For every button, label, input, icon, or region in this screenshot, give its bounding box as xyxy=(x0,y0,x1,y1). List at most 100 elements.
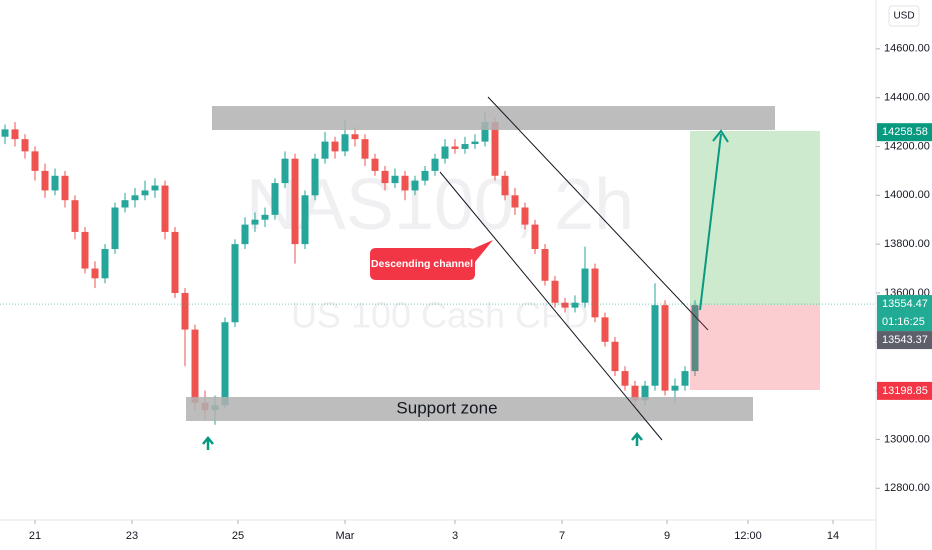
candle-body xyxy=(451,146,459,149)
target-zone xyxy=(690,131,820,305)
arrow-head xyxy=(712,129,729,143)
candle-body xyxy=(461,144,469,149)
candle-body xyxy=(271,183,279,215)
candles xyxy=(1,112,699,425)
price-marker-label: 13554.47 xyxy=(882,298,928,310)
y-tick-label: 13800.00 xyxy=(884,238,930,250)
y-tick-label: 12800.00 xyxy=(884,482,930,494)
candle-body xyxy=(141,190,149,196)
candle-body xyxy=(71,200,79,232)
candle-body xyxy=(301,195,309,245)
x-tick-label: 23 xyxy=(126,530,138,542)
candle-body xyxy=(131,195,139,201)
candle-body xyxy=(621,371,629,386)
candle-body xyxy=(431,158,439,171)
candle-body xyxy=(11,129,19,140)
channel-upper xyxy=(487,96,709,331)
candle-body xyxy=(101,249,109,279)
x-tick-label: 25 xyxy=(232,530,244,542)
candle-body xyxy=(441,146,449,159)
candle-body xyxy=(481,122,489,142)
x-tick-label: 12:00 xyxy=(734,530,762,542)
candle-body xyxy=(311,158,319,196)
x-tick-label: 7 xyxy=(559,530,565,542)
price-markers: 14258.58 13554.47 01:16:25 13543.37 13198.85 xyxy=(0,123,932,400)
candle-body xyxy=(121,200,129,208)
candle-body xyxy=(411,180,419,191)
candle-body xyxy=(381,170,389,184)
candle-body xyxy=(191,329,199,403)
candle-body xyxy=(641,385,649,401)
x-tick-label: 21 xyxy=(29,530,41,542)
candle-body xyxy=(661,305,669,391)
candle-body xyxy=(681,371,689,386)
candle-body xyxy=(551,280,559,303)
candle-body xyxy=(251,219,259,225)
channel-lower xyxy=(439,171,663,441)
candle-body xyxy=(671,385,679,391)
candle-body xyxy=(401,175,409,191)
candle-body xyxy=(581,268,589,303)
candle-body xyxy=(351,134,359,140)
candle-body xyxy=(231,244,239,323)
candle-body xyxy=(331,141,339,152)
drawings: Support zone Descending channel xyxy=(186,96,820,450)
candle-body xyxy=(601,317,609,342)
resistance-zone xyxy=(212,106,775,130)
watermark-subtitle: US 100 Cash CFD xyxy=(291,295,589,336)
y-tick-label: 14000.00 xyxy=(884,189,930,201)
axes: 12800.0013000.0013200.0013400.0013600.00… xyxy=(29,43,930,542)
countdown: 01:16:25 xyxy=(882,316,925,328)
candle-body xyxy=(371,158,379,171)
candle-body xyxy=(651,305,659,386)
candle-body xyxy=(511,195,519,208)
candle-body xyxy=(261,214,269,220)
y-tick-label: 14200.00 xyxy=(884,140,930,152)
currency: USD xyxy=(893,11,914,22)
stop-zone xyxy=(690,305,820,390)
candle-body xyxy=(561,302,569,308)
x-tick-label: Mar xyxy=(336,530,355,542)
candle-body xyxy=(591,268,599,318)
y-tick-label: 13000.00 xyxy=(884,433,930,445)
candle-body xyxy=(61,175,69,201)
candle-body xyxy=(91,268,99,279)
candle-body xyxy=(501,175,509,196)
currency-box xyxy=(888,5,920,27)
x-tick-label: 3 xyxy=(452,530,458,542)
candle-body xyxy=(51,175,59,191)
callout-box xyxy=(370,240,493,280)
price-marker xyxy=(877,123,932,142)
candle-body xyxy=(491,122,499,176)
x-tick-label: 14 xyxy=(827,530,839,542)
callout-text: Descending channel xyxy=(371,258,473,270)
candle-body xyxy=(571,302,579,308)
watermark: NAS100, 2h xyxy=(246,165,634,245)
price-marker xyxy=(877,381,932,400)
candle-body xyxy=(391,175,399,184)
candle-body xyxy=(421,170,429,181)
candle-body xyxy=(471,141,479,145)
candle-body xyxy=(31,151,39,171)
candle-body xyxy=(161,185,169,232)
y-tick-label: 14400.00 xyxy=(884,92,930,104)
support-label: Support zone xyxy=(396,398,497,417)
y-tick-label: 14600.00 xyxy=(884,43,930,55)
projection-arrow xyxy=(699,133,722,311)
price-marker-label: 13198.85 xyxy=(882,385,928,397)
candle-body xyxy=(181,292,189,330)
price-marker-label: 13543.37 xyxy=(882,334,928,346)
candle-body xyxy=(21,139,29,152)
candle-body xyxy=(171,231,179,293)
candle-body xyxy=(611,341,619,372)
support-zone xyxy=(186,397,753,421)
up-arrow xyxy=(631,432,643,446)
candle-body xyxy=(151,185,159,191)
candle-body xyxy=(111,207,119,250)
candle-body xyxy=(81,231,89,269)
candle-body xyxy=(41,170,49,191)
x-tick-label: 9 xyxy=(664,530,670,542)
candle-body xyxy=(321,141,329,159)
candle-body xyxy=(521,207,529,225)
